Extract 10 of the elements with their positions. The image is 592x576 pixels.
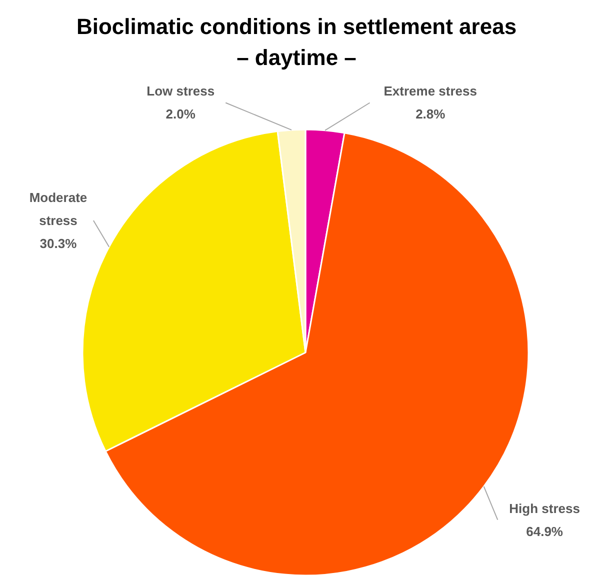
slice-label: Low stress — [146, 84, 215, 99]
data-label: 2.8% — [416, 106, 446, 122]
data-label: 30.3% — [40, 236, 78, 252]
slice-label: High stress — [509, 500, 580, 516]
chart-title: Bioclimatic conditions in settlement areas — [76, 14, 517, 39]
slice-label: Moderate stress — [29, 190, 88, 228]
chart-subtitle: – daytime – — [236, 45, 356, 70]
data-label: 64.9% — [526, 524, 564, 539]
data-label: 2.0% — [166, 106, 196, 122]
slice-label: Extreme stress — [384, 84, 477, 99]
